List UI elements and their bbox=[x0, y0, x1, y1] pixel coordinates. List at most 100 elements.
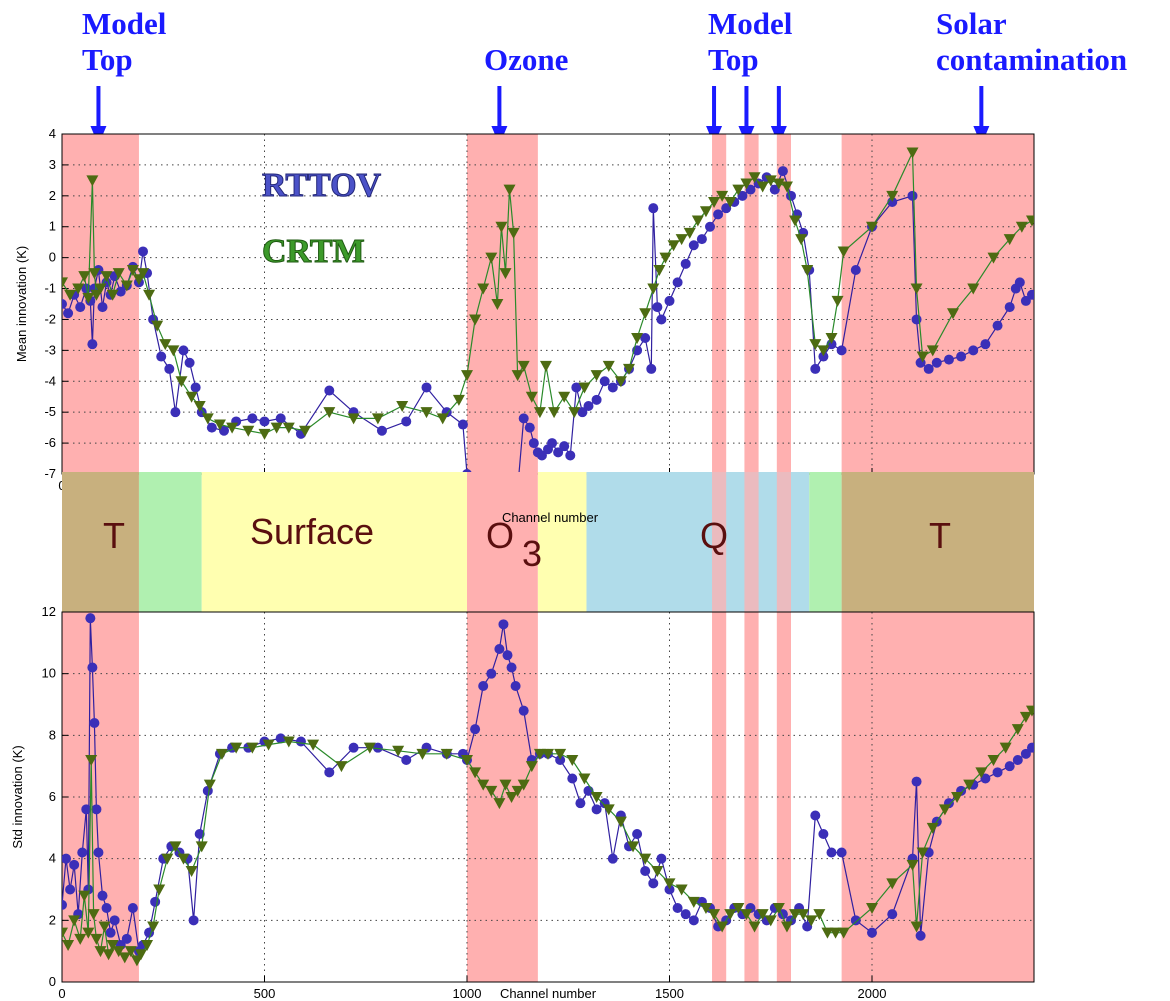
data-point-crtm bbox=[906, 859, 919, 871]
data-point-crtm bbox=[639, 853, 652, 865]
band-highlight-column bbox=[712, 472, 727, 612]
band-highlight-column bbox=[776, 472, 791, 612]
data-point-rttov bbox=[115, 286, 126, 297]
data-point-rttov bbox=[656, 314, 667, 325]
annotation-solar-line1: Solar bbox=[936, 6, 1007, 41]
annotation-model-top-left-line1: Model bbox=[82, 6, 167, 41]
data-point-rttov bbox=[640, 866, 651, 876]
data-point-rttov bbox=[680, 258, 691, 269]
data-point-rttov bbox=[867, 927, 877, 938]
data-point-crtm bbox=[499, 779, 512, 791]
data-point-crtm bbox=[780, 181, 793, 193]
data-point-crtm bbox=[590, 792, 603, 803]
data-point-crtm bbox=[554, 748, 567, 760]
data-point-crtm bbox=[347, 413, 360, 425]
data-point-rttov bbox=[478, 681, 489, 691]
data-point-crtm bbox=[724, 909, 737, 921]
data-point-crtm bbox=[213, 419, 226, 431]
spectral-band-strip: T Surface O 3 Q T Channel number bbox=[62, 472, 1034, 612]
data-point-crtm bbox=[740, 178, 753, 190]
mean-innovation-plot: -7-6-5-4-3-2-1012340500100015002000Mean … bbox=[14, 126, 1035, 529]
band-label-surface: Surface bbox=[250, 511, 374, 552]
data-point-rttov bbox=[980, 773, 991, 784]
data-point-rttov bbox=[577, 407, 588, 418]
y-tick-label: -6 bbox=[44, 435, 56, 450]
data-point-rttov bbox=[69, 859, 80, 870]
data-point-crtm bbox=[62, 277, 68, 289]
data-point-crtm bbox=[242, 425, 255, 437]
data-point-rttov bbox=[372, 742, 383, 753]
data-point-crtm bbox=[78, 890, 91, 902]
data-point-crtm bbox=[485, 785, 498, 797]
data-point-rttov bbox=[745, 184, 756, 195]
data-point-crtm bbox=[185, 866, 198, 877]
data-point-crtm bbox=[511, 370, 524, 382]
data-point-crtm bbox=[675, 884, 688, 896]
data-point-crtm bbox=[764, 175, 777, 187]
data-point-rttov bbox=[105, 927, 116, 938]
data-point-crtm bbox=[134, 949, 147, 961]
data-point-rttov bbox=[607, 853, 618, 864]
data-point-rttov bbox=[89, 718, 100, 728]
data-point-crtm bbox=[161, 853, 174, 865]
data-point-rttov bbox=[518, 413, 529, 424]
data-point-rttov bbox=[97, 302, 108, 313]
data-point-crtm bbox=[756, 909, 769, 921]
data-point-crtm bbox=[440, 748, 453, 760]
y-tick-label: -4 bbox=[44, 373, 56, 388]
data-point-crtm bbox=[137, 268, 149, 280]
data-point-rttov bbox=[648, 878, 659, 889]
data-point-crtm bbox=[614, 376, 627, 388]
data-point-rttov bbox=[85, 613, 96, 624]
data-point-crtm bbox=[916, 847, 929, 859]
data-point-crtm bbox=[147, 921, 160, 933]
data-point-crtm bbox=[825, 333, 838, 344]
data-point-rttov bbox=[295, 736, 306, 747]
data-point-crtm bbox=[282, 422, 295, 434]
data-point-crtm bbox=[98, 921, 111, 933]
data-point-rttov bbox=[401, 416, 412, 427]
data-point-rttov bbox=[528, 438, 539, 449]
data-point-rttov bbox=[567, 773, 578, 784]
data-point-rttov bbox=[956, 351, 967, 362]
data-point-crtm bbox=[789, 215, 802, 227]
data-point-crtm bbox=[708, 197, 721, 208]
data-point-rttov bbox=[486, 668, 497, 679]
data-point-rttov bbox=[93, 847, 104, 858]
data-point-crtm bbox=[78, 271, 91, 283]
legend-crtm: CRTM bbox=[262, 233, 365, 270]
data-point-crtm bbox=[307, 739, 320, 751]
data-point-crtm bbox=[495, 221, 508, 233]
data-point-rttov bbox=[850, 265, 861, 275]
data-point-rttov bbox=[401, 755, 412, 765]
data-point-crtm bbox=[507, 227, 520, 239]
band-segment bbox=[62, 472, 139, 612]
data-point-crtm bbox=[85, 755, 98, 766]
data-point-crtm bbox=[756, 181, 769, 193]
data-point-crtm bbox=[396, 401, 409, 412]
data-point-rttov bbox=[907, 190, 918, 201]
data-point-crtm bbox=[226, 422, 239, 434]
data-point-rttov bbox=[599, 376, 610, 387]
y-tick-label: 2 bbox=[49, 188, 56, 203]
data-point-crtm bbox=[837, 246, 850, 258]
data-point-crtm bbox=[416, 748, 429, 760]
band-label-ozone-subscript: 3 bbox=[522, 533, 542, 574]
data-point-crtm bbox=[62, 940, 75, 951]
data-point-rttov bbox=[992, 320, 1003, 331]
y-tick-label: 4 bbox=[49, 126, 56, 141]
plot-frame bbox=[61, 611, 1035, 983]
band-segment bbox=[467, 472, 538, 612]
data-point-crtm bbox=[539, 360, 552, 372]
data-point-rttov bbox=[101, 903, 112, 913]
data-point-rttov bbox=[524, 422, 535, 433]
y-tick-label: 3 bbox=[49, 157, 56, 172]
data-point-crtm bbox=[299, 425, 311, 437]
data-point-crtm bbox=[82, 927, 95, 939]
data-point-crtm bbox=[916, 351, 929, 363]
data-point-crtm bbox=[153, 884, 166, 896]
data-point-rttov bbox=[656, 853, 667, 864]
data-point-crtm bbox=[732, 903, 745, 914]
data-point-crtm bbox=[100, 271, 113, 283]
data-point-rttov bbox=[324, 385, 335, 396]
